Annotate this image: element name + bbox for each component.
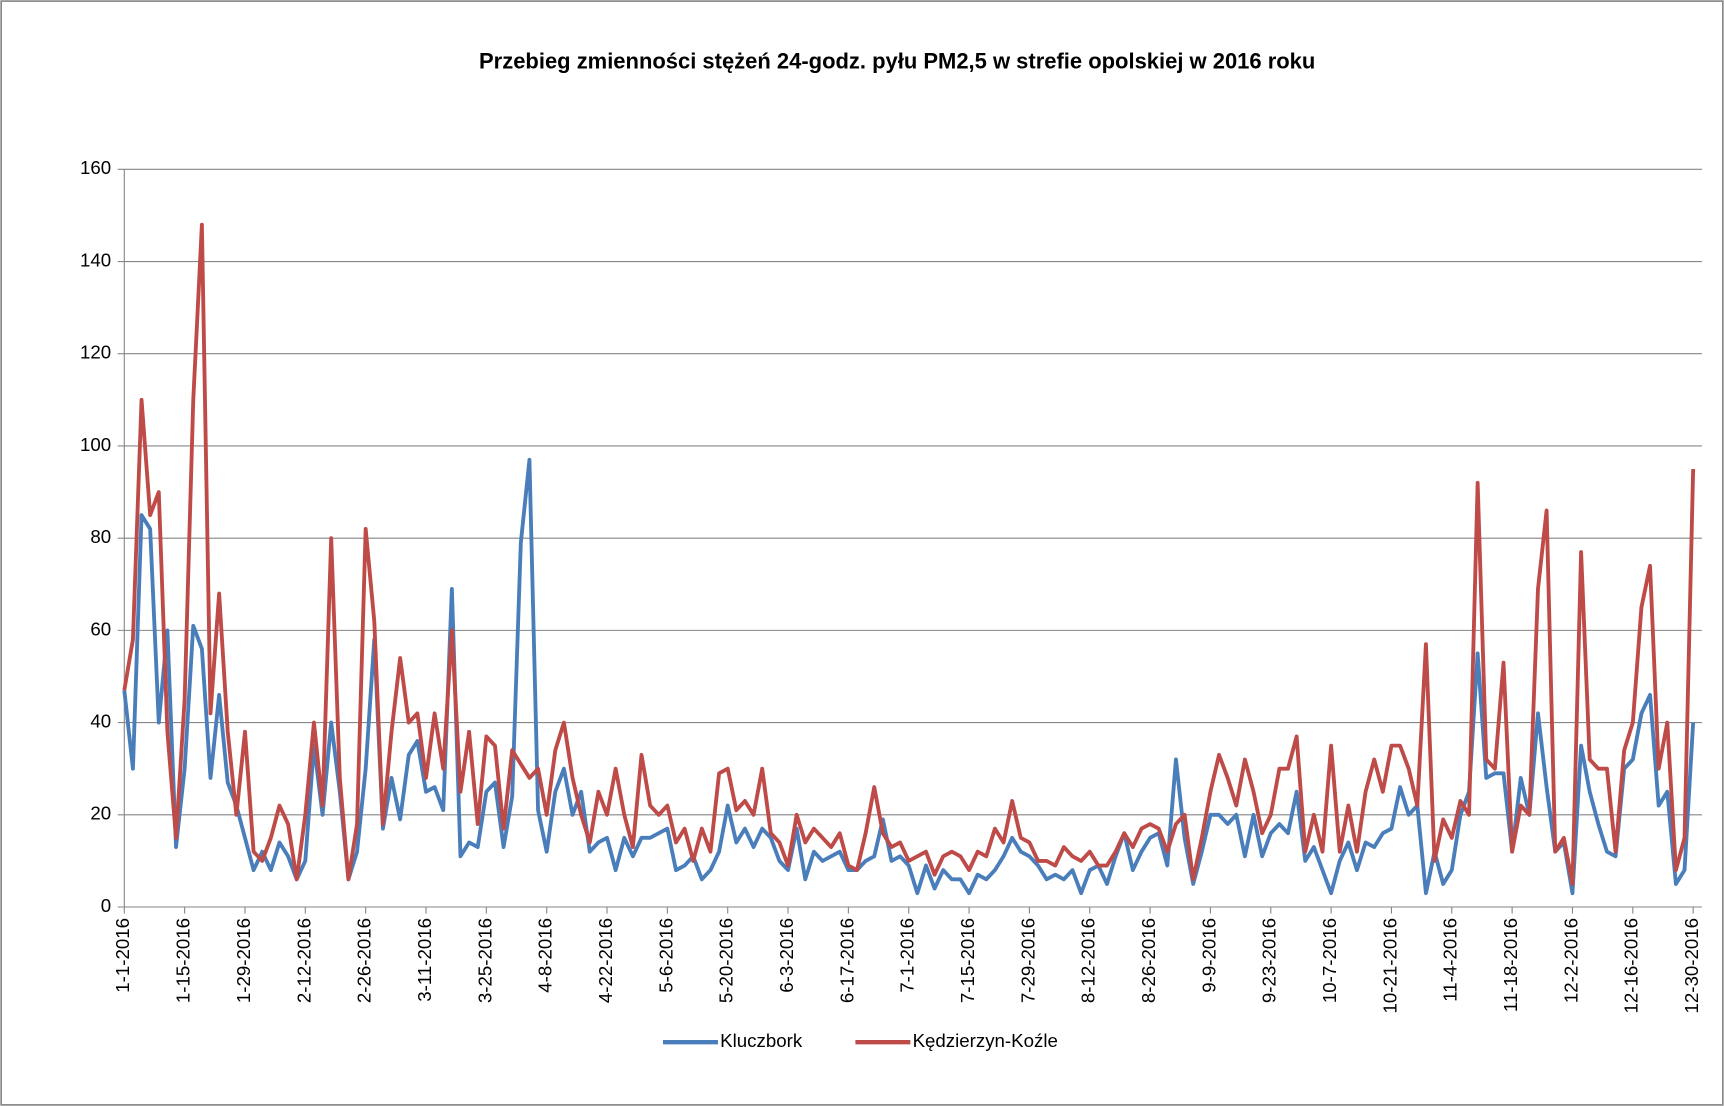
x-tick-label: 7-1-2016 — [897, 918, 918, 993]
legend-label: Kluczbork — [720, 1030, 803, 1051]
x-tick-label: 6-17-2016 — [836, 918, 857, 1003]
x-tick-label: 8-26-2016 — [1138, 918, 1159, 1003]
series-line — [122, 222, 1696, 886]
x-tick-label: 11-18-2016 — [1500, 918, 1521, 1012]
x-tick-label: 8-12-2016 — [1078, 918, 1099, 1003]
x-tick-label: 3-11-2016 — [414, 918, 435, 1002]
x-tick-label: 7-29-2016 — [1017, 918, 1038, 1003]
x-tick-label: 12-16-2016 — [1621, 918, 1642, 1014]
y-tick-label: 120 — [80, 342, 111, 363]
x-tick-label: 5-6-2016 — [655, 918, 676, 993]
x-tick-label: 11-4-2016 — [1440, 918, 1461, 1002]
y-tick-label: 40 — [90, 711, 111, 732]
x-tick-label: 2-26-2016 — [354, 918, 375, 1003]
x-tick-label: 7-15-2016 — [957, 918, 978, 1003]
x-tick-label: 4-22-2016 — [595, 918, 616, 1003]
x-tick-label: 5-20-2016 — [716, 918, 737, 1003]
x-tick-label: 12-30-2016 — [1681, 918, 1702, 1014]
x-tick-label: 1-1-2016 — [112, 918, 133, 993]
x-tick-label: 9-23-2016 — [1259, 918, 1280, 1003]
x-tick-label: 6-3-2016 — [776, 918, 797, 993]
legend-label: Kędzierzyn-Koźle — [913, 1030, 1058, 1051]
y-tick-label: 100 — [80, 434, 111, 455]
y-tick-label: 0 — [101, 895, 111, 916]
y-tick-label: 20 — [90, 803, 111, 824]
x-tick-label: 9-9-2016 — [1198, 918, 1219, 993]
x-tick-label: 2-12-2016 — [293, 918, 314, 1003]
y-tick-label: 140 — [80, 249, 111, 270]
y-tick-label: 60 — [90, 618, 111, 639]
x-tick-label: 1-29-2016 — [233, 918, 254, 1003]
x-tick-label: 10-21-2016 — [1379, 918, 1400, 1014]
x-tick-label: 10-7-2016 — [1319, 918, 1340, 1003]
chart-title: Przebieg zmienności stężeń 24-godz. pyłu… — [479, 48, 1315, 73]
x-tick-label: 4-8-2016 — [535, 918, 556, 993]
y-tick-label: 160 — [80, 157, 111, 178]
x-tick-label: 1-15-2016 — [173, 918, 194, 1003]
y-tick-label: 80 — [90, 526, 111, 547]
x-tick-label: 12-2-2016 — [1560, 918, 1581, 1003]
x-tick-label: 3-25-2016 — [474, 918, 495, 1003]
